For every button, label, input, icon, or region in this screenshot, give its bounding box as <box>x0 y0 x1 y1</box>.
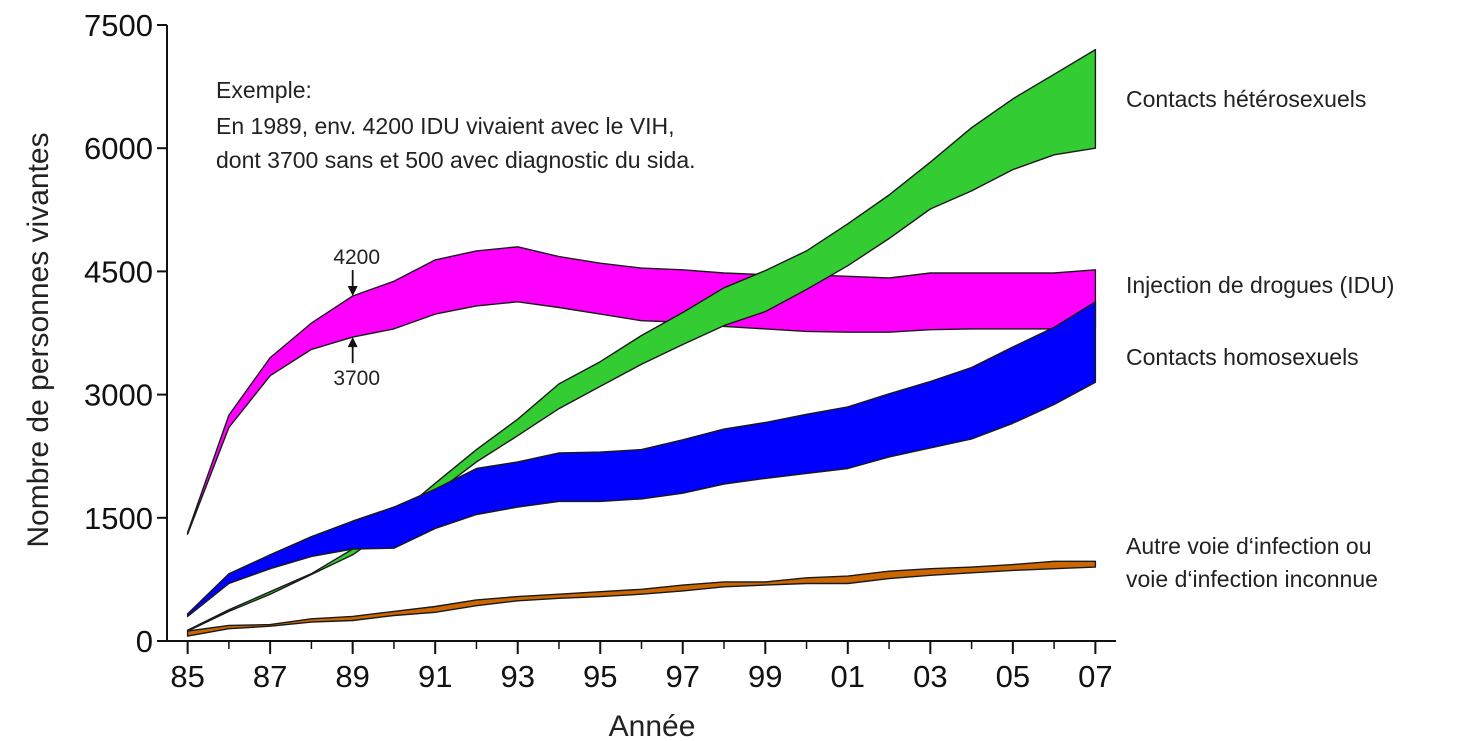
x-tick-label: 07 <box>1078 659 1112 694</box>
x-tick-label: 95 <box>583 659 617 694</box>
x-axis-title: Année <box>609 710 696 741</box>
marker-layer: 4200 3700 <box>333 246 380 390</box>
y-tick-label: 0 <box>136 624 153 659</box>
annotation-line-3: dont 3700 sans et 500 avec diagnostic du… <box>216 147 696 173</box>
marker-label-4200: 4200 <box>333 246 380 269</box>
band-homosexual <box>186 301 1097 618</box>
y-tick-label: 3000 <box>84 378 153 413</box>
x-tick-label: 97 <box>666 659 700 694</box>
annotation-line-1: Exemple: <box>216 77 312 103</box>
x-tick-label: 87 <box>253 659 287 694</box>
marker-label-3700: 3700 <box>333 367 380 390</box>
ticks-layer: 0 1500 3000 4500 6000 7500 85 87 89 91 93 95 97 99 01 0… <box>84 8 1113 694</box>
x-tick-label: 01 <box>831 659 865 694</box>
band-heterosexual <box>186 48 1097 632</box>
y-axis-title: Nombre de personnes vivantes <box>22 132 55 547</box>
y-tick-label: 7500 <box>84 8 153 43</box>
legend-label-idu: Injection de drogues (IDU) <box>1126 272 1394 298</box>
band-other <box>186 560 1097 637</box>
y-tick-label: 6000 <box>84 131 153 166</box>
bands-layer <box>186 48 1097 637</box>
x-tick-label: 03 <box>913 659 947 694</box>
x-tick-label: 99 <box>748 659 782 694</box>
legend-label-heterosexual: Contacts hétérosexuels <box>1126 86 1366 112</box>
x-tick-label: 89 <box>335 659 369 694</box>
arrow-3700-head <box>347 337 358 348</box>
annotation-line-2: En 1989, env. 4200 IDU vivaient avec le … <box>216 113 675 139</box>
y-tick-label: 1500 <box>84 501 153 536</box>
legend-label-other-line1: Autre voie d‘infection ou <box>1126 533 1372 559</box>
x-tick-label: 93 <box>500 659 534 694</box>
x-tick-label: 85 <box>170 659 204 694</box>
y-tick-label: 4500 <box>84 254 153 289</box>
legend-label-homosexual: Contacts homosexuels <box>1126 344 1359 370</box>
legend-label-other-line2: voie d‘infection inconnue <box>1126 566 1378 592</box>
x-tick-label: 91 <box>418 659 452 694</box>
x-tick-label: 05 <box>996 659 1030 694</box>
arrow-4200-head <box>347 286 358 297</box>
